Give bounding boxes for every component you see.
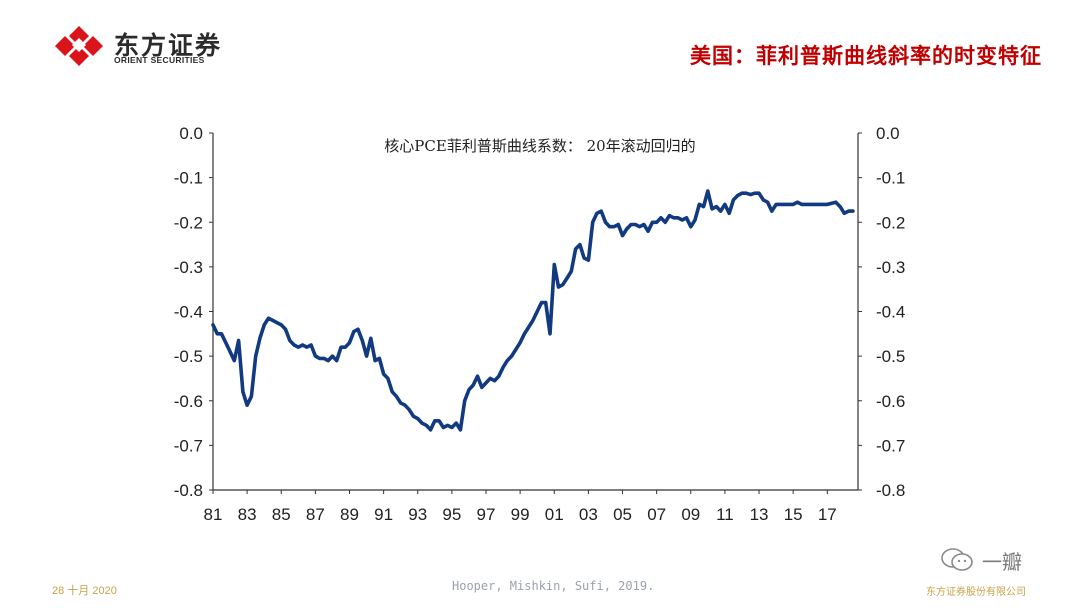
y-axis-left: 0.0 -0.1 -0.2 -0.3 -0.4 -0.5 -0.6 -0.7 -0.8 (174, 124, 213, 500)
x-tick-label: 15 (784, 505, 803, 524)
y-left-tick-label: -0.1 (174, 169, 203, 188)
y-left-tick-label: -0.3 (174, 258, 203, 277)
x-tick-label: 05 (613, 505, 632, 524)
y-left-tick-label: 0.0 (179, 124, 203, 143)
series-line (211, 189, 855, 432)
y-right-tick-label: -0.3 (876, 258, 905, 277)
x-tick-label: 89 (340, 505, 359, 524)
y-right-tick-label: -0.2 (876, 213, 905, 232)
watermark-text: 一瓣 (982, 549, 1022, 574)
x-tick-label: 87 (306, 505, 325, 524)
y-right-tick-label: -0.5 (876, 347, 905, 366)
series-layer (211, 189, 855, 432)
orient-securities-logo-icon (55, 26, 103, 66)
x-tick-label: 11 (716, 505, 734, 524)
x-tick-label: 09 (681, 505, 700, 524)
y-right-tick-label: -0.7 (876, 436, 905, 455)
x-tick-label: 01 (545, 505, 564, 524)
slide-title: 美国：菲利普斯曲线斜率的时变特征 (690, 43, 1042, 68)
footer-source: Hooper, Mishkin, Sufi, 2019. (452, 579, 655, 593)
chart-title: 核心PCE菲利普斯曲线系数： 20年滚动回归的 (384, 137, 695, 155)
x-tick-label: 13 (750, 505, 769, 524)
wechat-icon (941, 548, 973, 571)
x-tick-label: 99 (511, 505, 530, 524)
footer-company: 东方证券股份有限公司 (926, 587, 1026, 598)
x-tick-label: 91 (374, 505, 393, 524)
x-axis: 81 83 85 87 89 91 93 95 97 99 01 03 05 07 09 11 13 15 17 (204, 490, 837, 524)
y-left-tick-label: -0.2 (174, 213, 203, 232)
y-right-tick-label: -0.4 (876, 303, 905, 322)
footer-date: 28 十月 2020 (52, 585, 117, 597)
y-right-tick-label: -0.1 (876, 169, 905, 188)
y-left-tick-label: -0.8 (174, 481, 203, 500)
x-tick-label: 17 (818, 505, 837, 524)
logo-english-name: ORIENT SECURITIES (114, 55, 205, 65)
x-tick-label: 03 (579, 505, 598, 524)
company-logo: 东方证券 ORIENT SECURITIES (52, 24, 252, 68)
x-tick-label: 07 (647, 505, 666, 524)
x-tick-label: 81 (204, 505, 223, 524)
wechat-watermark: 一瓣 (940, 546, 1022, 574)
y-axis-right: 0.0 -0.1 -0.2 -0.3 -0.4 -0.5 -0.6 -0.7 -0.8 (858, 124, 905, 500)
y-right-tick-label: -0.6 (876, 392, 905, 411)
y-left-tick-label: -0.5 (174, 347, 203, 366)
x-tick-label: 85 (272, 505, 291, 524)
logo-chinese-name: 东方证券 (114, 31, 223, 60)
x-tick-label: 83 (238, 505, 257, 524)
x-tick-label: 97 (477, 505, 496, 524)
y-right-tick-label: 0.0 (876, 124, 900, 143)
y-left-tick-label: -0.6 (174, 392, 203, 411)
x-tick-label: 95 (442, 505, 461, 524)
y-right-tick-label: -0.8 (876, 481, 905, 500)
y-left-tick-label: -0.7 (174, 436, 203, 455)
x-tick-label: 93 (408, 505, 427, 524)
y-left-tick-label: -0.4 (174, 303, 203, 322)
